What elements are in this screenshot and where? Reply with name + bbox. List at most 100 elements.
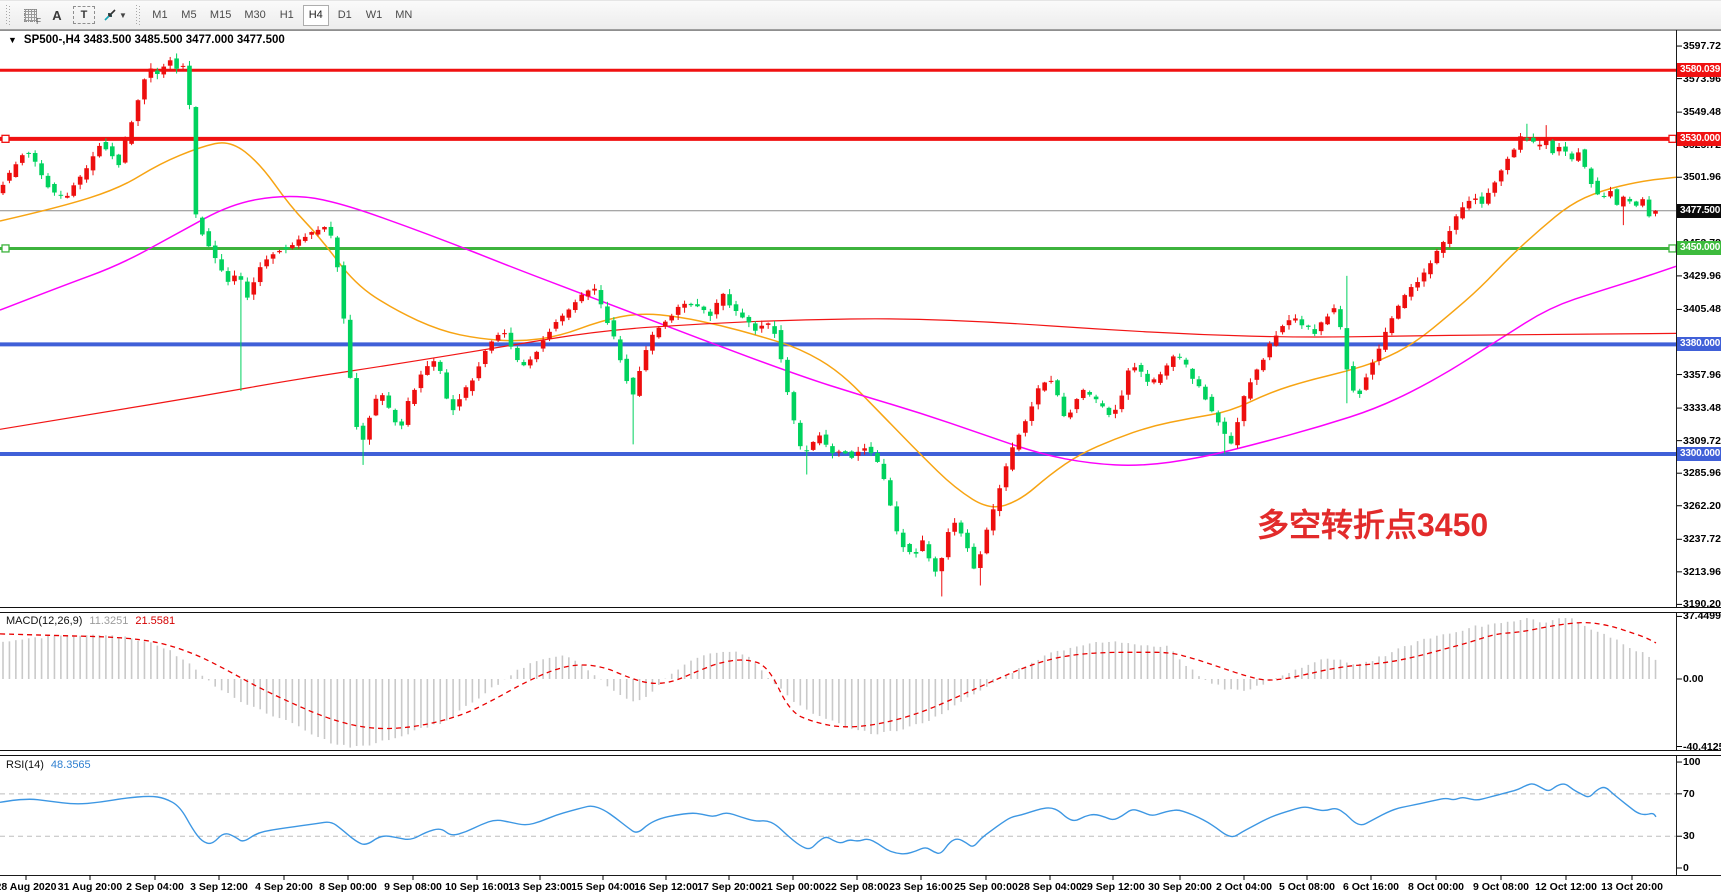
candle-body	[58, 194, 64, 196]
text-tool-icon[interactable]: T	[73, 6, 95, 24]
candle-body	[290, 245, 295, 249]
candle-body	[1402, 295, 1408, 309]
candle-body	[1595, 180, 1600, 195]
candle-body	[778, 330, 784, 360]
cycle-arrows-icon[interactable]: ▼	[100, 3, 130, 27]
price-axis-label: 37.4499	[1683, 610, 1721, 623]
candle-body	[245, 281, 250, 298]
candle-body	[1100, 403, 1105, 407]
candle-body	[1582, 149, 1588, 167]
candle-body	[791, 392, 797, 421]
dock-grid-icon[interactable]: F	[17, 3, 43, 27]
timeframe-d1[interactable]: D1	[332, 5, 358, 26]
rsi-panel-splitter[interactable]	[0, 750, 1721, 756]
candle-body	[843, 451, 848, 454]
toolbar-grip[interactable]	[6, 5, 11, 25]
candle-body	[971, 546, 977, 569]
candle-body	[302, 236, 308, 241]
macd-panel[interactable]	[0, 618, 1657, 748]
candle-body	[1029, 406, 1035, 421]
date-axis-label: 10 Sep 16:00	[445, 881, 509, 893]
level-line-handle[interactable]	[1668, 134, 1676, 143]
candle-body	[1627, 198, 1633, 202]
candle-body	[450, 399, 456, 411]
date-axis-label: 5 Oct 08:00	[1278, 881, 1336, 893]
candle-body	[257, 267, 263, 283]
candle-body	[161, 66, 167, 75]
candle-body	[804, 450, 810, 452]
candle-body	[347, 319, 353, 378]
price-axis-label: 0.00	[1683, 672, 1704, 685]
timeframe-h1[interactable]: H1	[274, 5, 300, 26]
candle-body	[1396, 305, 1401, 319]
candle-body	[367, 417, 372, 440]
toolbar-separator-grip[interactable]	[135, 5, 141, 25]
collapse-arrow-icon[interactable]: ▼	[8, 35, 17, 45]
timeframe-mn[interactable]: MN	[390, 5, 417, 26]
candle-body	[476, 366, 482, 379]
rsi-panel[interactable]	[0, 783, 1676, 855]
candle-body	[45, 175, 51, 188]
macd-signal-line	[0, 621, 1657, 730]
level-line-handle[interactable]	[1, 134, 10, 143]
candle-body	[1267, 343, 1273, 358]
timeframe-h4[interactable]: H4	[302, 4, 329, 26]
candle-body	[1640, 199, 1645, 206]
macd-panel-splitter[interactable]	[0, 607, 1721, 613]
timeframe-m5[interactable]: M5	[176, 5, 202, 26]
candle-body	[836, 451, 842, 453]
candle-body	[1299, 319, 1305, 326]
ma-mid-magenta	[0, 195, 1676, 467]
timeframe-w1[interactable]: W1	[361, 5, 388, 26]
candle-body	[148, 68, 154, 78]
level-line-handle[interactable]	[1, 244, 10, 253]
candle-body	[277, 250, 282, 253]
candle-body	[637, 370, 642, 396]
candle-body	[1318, 322, 1324, 332]
date-axis-label: 3 Sep 12:00	[190, 881, 248, 893]
candle-body	[425, 366, 430, 375]
macd-signal-value: 21.5581	[135, 615, 176, 627]
candle-body	[598, 290, 604, 305]
main-panel[interactable]	[0, 53, 1676, 597]
timeframe-m15[interactable]: M15	[205, 5, 236, 26]
candle-body	[714, 302, 720, 315]
toolbar: F A T ▼ M1 M5 M15 M30 H1 H4 D1 W1 MN	[0, 0, 1721, 30]
candle-body	[772, 326, 777, 334]
candle-body	[1441, 242, 1446, 253]
candle-body	[90, 156, 96, 171]
candle-body	[412, 389, 417, 404]
candle-body	[1190, 368, 1195, 379]
candle-body	[1460, 207, 1465, 219]
candle-body	[823, 434, 829, 445]
candle-body	[605, 306, 610, 324]
candle-body	[116, 154, 122, 166]
candle-body	[1074, 399, 1080, 410]
candle-body	[1248, 382, 1253, 399]
symbol-ohlc-text: SP500-,H4 3483.500 3485.500 3477.000 347…	[23, 34, 285, 46]
candle-body	[669, 315, 675, 321]
candle-body	[1119, 395, 1125, 410]
candle-body	[360, 425, 366, 440]
candle-body	[1068, 412, 1073, 418]
candle-body	[1132, 367, 1137, 371]
candle-body	[1254, 369, 1260, 380]
price-axis-label: 3597.720	[1683, 40, 1721, 53]
candle-body	[1048, 380, 1054, 382]
level-line-handle[interactable]	[1668, 244, 1676, 253]
chart-annotation-text: 多空转折点3450	[1257, 507, 1489, 543]
candle-body	[122, 139, 128, 163]
candle-body	[502, 333, 507, 335]
timeframe-m1[interactable]: M1	[147, 5, 173, 26]
candle-body	[720, 293, 726, 306]
candle-body	[1447, 231, 1453, 244]
timeframe-m30[interactable]: M30	[239, 5, 270, 26]
candle-body	[579, 294, 584, 302]
candle-body	[592, 288, 597, 291]
font-tool-icon[interactable]: A	[46, 4, 68, 26]
date-axis-label: 22 Sep 08:00	[825, 881, 889, 893]
candle-body	[77, 176, 83, 185]
candle-body	[1305, 325, 1311, 327]
candle-body	[1389, 318, 1395, 334]
